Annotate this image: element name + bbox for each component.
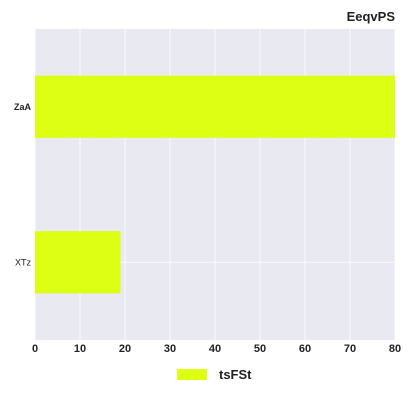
chart-title: EeqvPS bbox=[347, 9, 396, 24]
legend-label: tsFSt bbox=[219, 367, 252, 382]
x-tick-labels: 0 10 20 30 40 50 60 70 80 bbox=[32, 343, 401, 355]
x-tick-label-5: 50 bbox=[254, 343, 266, 355]
y-tick-labels: ZaA XTz bbox=[14, 102, 32, 268]
x-tick-label-1: 10 bbox=[74, 343, 86, 355]
x-tick-label-0: 0 bbox=[32, 343, 38, 355]
legend-swatch bbox=[177, 369, 207, 380]
y-tick-label-0: ZaA bbox=[14, 102, 32, 112]
bar-ZaA bbox=[35, 75, 395, 138]
x-tick-label-4: 40 bbox=[209, 343, 221, 355]
x-tick-label-2: 20 bbox=[119, 343, 131, 355]
legend: tsFSt bbox=[177, 367, 252, 382]
bar-XTz bbox=[35, 231, 121, 294]
x-tick-label-8: 80 bbox=[389, 343, 401, 355]
x-tick-label-6: 60 bbox=[299, 343, 311, 355]
x-tick-label-7: 70 bbox=[344, 343, 356, 355]
bars bbox=[35, 75, 395, 294]
y-tick-label-1: XTz bbox=[15, 257, 32, 267]
x-tick-label-3: 30 bbox=[164, 343, 176, 355]
